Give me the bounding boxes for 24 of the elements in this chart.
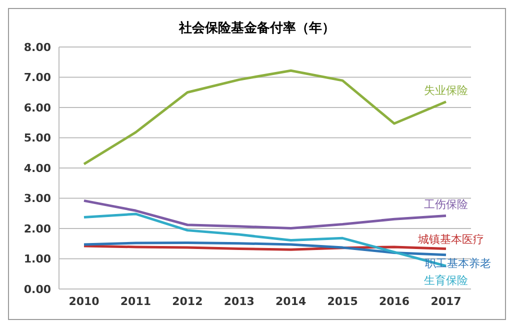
series-label: 城镇基本医疗	[417, 232, 484, 246]
chart-title: 社会保险基金备付率（年）	[178, 20, 336, 38]
y-tick-label: 0.00	[24, 282, 52, 296]
x-tick-label: 2012	[172, 294, 203, 308]
y-tick-label: 2.00	[24, 222, 52, 236]
y-tick-label: 7.00	[24, 71, 52, 84]
x-tick-label: 2015	[327, 294, 358, 308]
y-tick-label: 6.00	[24, 101, 52, 114]
series-label: 工伤保险	[424, 198, 468, 211]
y-tick-label: 1.00	[24, 252, 52, 266]
x-tick-label: 2016	[378, 294, 410, 308]
series-label: 生育保险	[424, 274, 468, 288]
x-tick-label: 2014	[276, 294, 307, 308]
y-tick-label: 4.00	[24, 162, 52, 175]
x-tick-label: 2010	[68, 294, 100, 308]
x-tick-label: 2017	[430, 294, 462, 308]
y-tick-label: 3.00	[24, 192, 52, 206]
line-series	[82, 69, 448, 166]
y-tick-label: 5.00	[24, 132, 52, 145]
y-tick-label: 8.00	[24, 40, 52, 54]
line-series	[82, 199, 448, 230]
x-tick-label: 2013	[224, 294, 254, 308]
x-tick-label: 2011	[120, 294, 152, 308]
series-label: 失业保险	[424, 84, 468, 97]
